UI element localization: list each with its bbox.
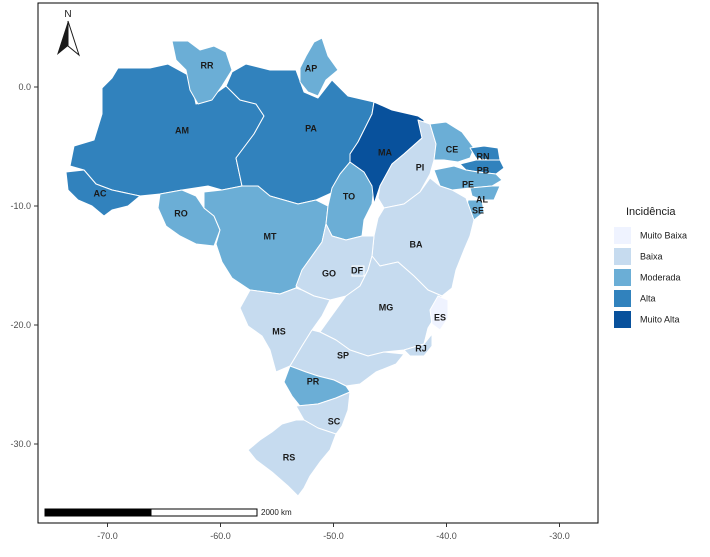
x-tick-label: -60.0	[210, 531, 231, 541]
y-tick-label: 0.0	[18, 82, 31, 92]
x-tick-label: -50.0	[323, 531, 344, 541]
state-label-go: GO	[322, 268, 336, 278]
state-rs	[247, 419, 337, 497]
legend: Incidência Muito BaixaBaixaModeradaAltaM…	[614, 206, 687, 328]
state-df	[351, 265, 365, 277]
y-axis-ticks: 0.0 -10.0 -20.0 -30.0	[10, 82, 38, 449]
scale-bar: 2000 km	[44, 508, 292, 517]
state-label-ba: BA	[410, 239, 423, 249]
state-label-sc: SC	[328, 416, 341, 426]
state-label-mt: MT	[264, 231, 277, 241]
state-label-rn: RN	[477, 151, 490, 161]
state-label-ma: MA	[378, 147, 392, 157]
legend-swatch	[614, 290, 631, 307]
state-label-pa: PA	[305, 123, 317, 133]
legend-swatch	[614, 248, 631, 265]
legend-label: Alta	[640, 293, 656, 303]
state-label-rr: RR	[201, 60, 214, 70]
state-label-ms: MS	[272, 326, 286, 336]
state-label-es: ES	[434, 312, 446, 322]
state-ac	[65, 169, 141, 217]
legend-swatch	[614, 311, 631, 328]
state-label-pr: PR	[307, 376, 320, 386]
state-label-rj: RJ	[415, 343, 427, 353]
state-rr	[171, 40, 233, 105]
state-label-ap: AP	[305, 63, 318, 73]
state-label-se: SE	[472, 205, 484, 215]
state-label-to: TO	[343, 191, 355, 201]
legend-swatch	[614, 269, 631, 286]
state-ce	[429, 121, 475, 163]
legend-items: Muito Baixa Baixa Moderada Alta Muito Alta	[614, 227, 687, 328]
north-arrow-icon: N	[57, 9, 80, 57]
state-label-pb: PB	[477, 165, 490, 175]
svg-text:N: N	[64, 9, 71, 20]
states-layer	[65, 37, 505, 497]
legend-label: Muito Alta	[640, 314, 680, 324]
legend-title: Incidência	[626, 206, 676, 218]
state-rj	[403, 333, 433, 357]
state-label-ro: RO	[174, 208, 188, 218]
state-label-sp: SP	[337, 350, 349, 360]
state-label-am: AM	[175, 125, 189, 135]
state-ro	[157, 189, 221, 247]
state-label-pe: PE	[462, 179, 474, 189]
legend-swatch	[614, 227, 631, 244]
legend-label: Moderada	[640, 272, 681, 282]
y-tick-label: -30.0	[10, 439, 31, 449]
x-axis-ticks: -70.0 -60.0 -50.0 -40.0 -30.0	[97, 523, 570, 541]
state-mg	[319, 255, 443, 357]
x-tick-label: -40.0	[436, 531, 457, 541]
y-tick-label: -10.0	[10, 201, 31, 211]
state-ap	[299, 37, 339, 97]
x-tick-label: -30.0	[549, 531, 570, 541]
state-label-ce: CE	[446, 144, 459, 154]
state-label-rs: RS	[283, 452, 296, 462]
state-label-ac: AC	[94, 188, 107, 198]
y-tick-label: -20.0	[10, 320, 31, 330]
state-ma	[349, 101, 425, 205]
scale-bar-label: 2000 km	[261, 508, 292, 517]
x-tick-label: -70.0	[97, 531, 118, 541]
state-label-df: DF	[351, 265, 363, 275]
state-label-pi: PI	[416, 162, 425, 172]
legend-label: Muito Baixa	[640, 230, 687, 240]
legend-label: Baixa	[640, 251, 663, 261]
state-label-mg: MG	[379, 302, 394, 312]
state-es	[429, 295, 449, 331]
state-al	[469, 185, 501, 201]
state-label-al: AL	[476, 194, 488, 204]
